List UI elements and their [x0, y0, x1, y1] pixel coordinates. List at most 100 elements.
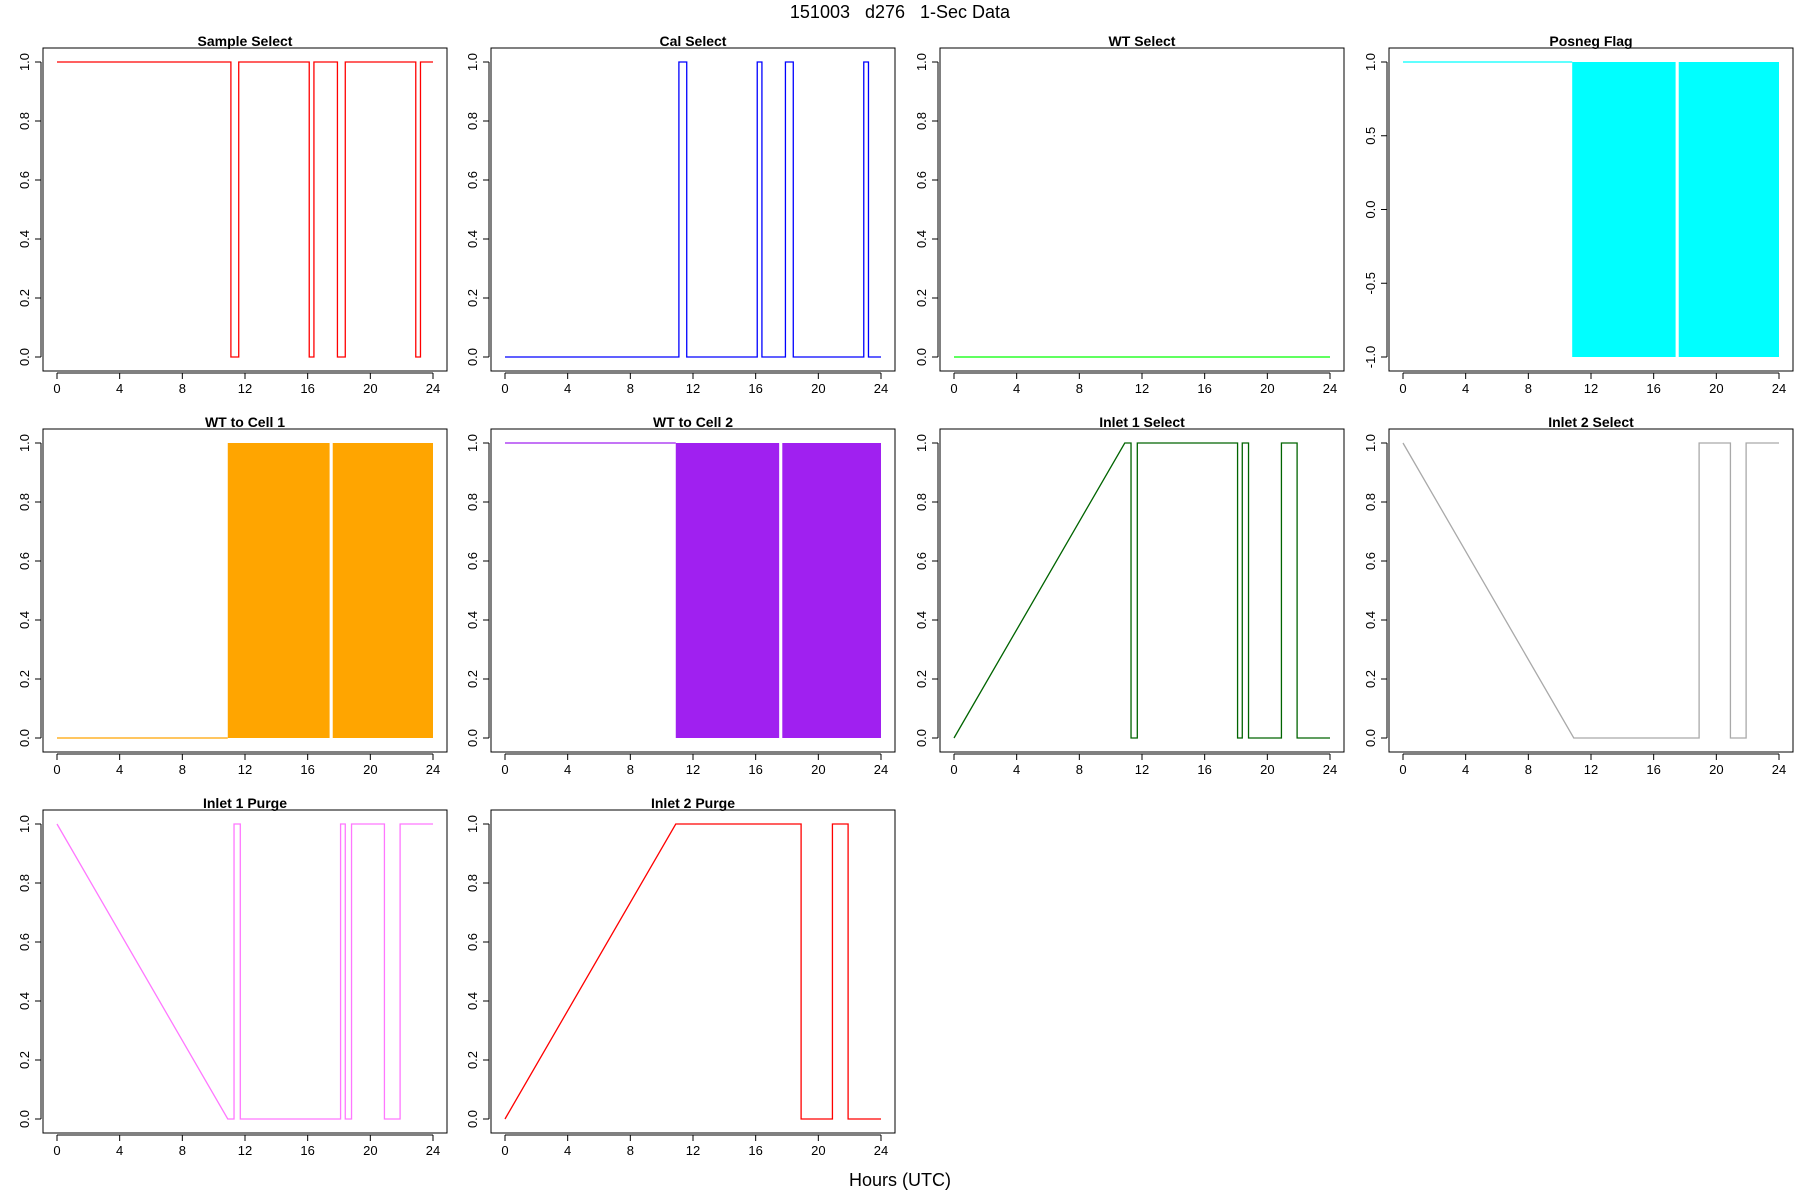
figure-title: 151003 d276 1-Sec Data: [789, 2, 1011, 22]
y-axis-wt-to-cell-2: 0.0 0.2 0.4 0.6 0.8 1.0: [465, 434, 490, 747]
y-tick-label-wt-to-cell-1-0-6: 0.6: [17, 552, 32, 570]
x-tick-label-wt-to-cell-1-20: 20: [363, 762, 377, 777]
band-wt-to-cell-2-0: [675, 443, 780, 738]
band-wt-to-cell-1-1: [332, 443, 433, 738]
panel-title-wt-select: WT Select: [1109, 33, 1176, 49]
y-tick-label-inlet-2-select-0-8: 0.8: [1363, 493, 1378, 511]
x-tick-label-inlet-1-purge-8: 8: [179, 1143, 186, 1158]
y-tick-label-inlet-2-purge-0-4: 0.4: [465, 992, 480, 1010]
x-tick-label-wt-select-24: 24: [1323, 381, 1337, 396]
x-tick-label-inlet-2-select-24: 24: [1772, 762, 1786, 777]
y-tick-label-wt-select-0-4: 0.4: [914, 230, 929, 248]
x-tick-label-wt-to-cell-1-4: 4: [116, 762, 123, 777]
panel-posneg-flag: Posneg Flag 0 4 8 12 16 20 24 -1.0 -0.5 0.0 0.5 1.0: [1363, 33, 1794, 396]
x-tick-label-wt-to-cell-1-16: 16: [300, 762, 314, 777]
y-tick-label-cal-select-0-4: 0.4: [465, 230, 480, 248]
panel-inlet-1-select: Inlet 1 Select 0 4 8 12 16 20 24 0.0 0.2 0.4 0.6 0.8…: [914, 414, 1345, 777]
panel-wt-to-cell-2: WT to Cell 2 0 4 8 12 16 20 24 0.0 0.2 0.4 0.6 0.8 1.…: [465, 414, 896, 777]
y-tick-label-sample-select-0-8: 0.8: [17, 112, 32, 130]
y-tick-label-wt-to-cell-1-0-0: 0.0: [17, 729, 32, 747]
y-tick-label-sample-select-0-2: 0.2: [17, 289, 32, 307]
x-tick-label-inlet-1-select-8: 8: [1076, 762, 1083, 777]
y-tick-label-inlet-2-select-1-0: 1.0: [1363, 434, 1378, 452]
series-line-inlet-1-select: [953, 442, 1330, 739]
x-tick-label-sample-select-20: 20: [363, 381, 377, 396]
x-tick-label-wt-select-20: 20: [1260, 381, 1274, 396]
y-tick-label-wt-select-0-6: 0.6: [914, 171, 929, 189]
panel-title-wt-to-cell-1: WT to Cell 1: [205, 414, 285, 430]
x-tick-label-cal-select-0: 0: [501, 381, 508, 396]
y-tick-label-inlet-1-purge-0-6: 0.6: [17, 933, 32, 951]
x-tick-label-inlet-2-select-0: 0: [1399, 762, 1406, 777]
y-tick-label-wt-to-cell-1-0-2: 0.2: [17, 670, 32, 688]
y-tick-label-wt-select-0-2: 0.2: [914, 289, 929, 307]
x-tick-label-posneg-flag-24: 24: [1772, 381, 1786, 396]
panel-title-posneg-flag: Posneg Flag: [1549, 33, 1632, 49]
y-tick-label-inlet-2-select-0-2: 0.2: [1363, 670, 1378, 688]
x-tick-label-wt-select-8: 8: [1076, 381, 1083, 396]
x-axis-sample-select: 0 4 8 12 16 20 24: [53, 372, 440, 396]
y-tick-label-sample-select-0-6: 0.6: [17, 171, 32, 189]
y-tick-label-cal-select-0-0: 0.0: [465, 348, 480, 366]
x-tick-label-inlet-1-select-20: 20: [1260, 762, 1274, 777]
x-tick-label-cal-select-24: 24: [874, 381, 888, 396]
panel-cal-select: Cal Select 0 4 8 12 16 20 24 0.0 0.2 0.4 0.6 0.8 1.0: [465, 33, 896, 396]
x-tick-label-wt-select-16: 16: [1197, 381, 1211, 396]
y-tick-label-posneg-flag-0-5: 0.5: [1363, 127, 1378, 145]
panel-inlet-2-select: Inlet 2 Select 0 4 8 12 16 20 24 0.0 0.2 0.4 0.6 0.8…: [1363, 414, 1794, 777]
y-axis-inlet-1-purge: 0.0 0.2 0.4 0.6 0.8 1.0: [17, 815, 42, 1128]
y-tick-label-wt-to-cell-2-1-0: 1.0: [465, 434, 480, 452]
panel-sample-select: Sample Select 0 4 8 12 16 20 24 0.0 0.2 0.4 0.6 0.8 1…: [17, 33, 448, 396]
x-tick-label-wt-to-cell-2-20: 20: [811, 762, 825, 777]
x-tick-label-posneg-flag-0: 0: [1399, 381, 1406, 396]
x-axis-title: Hours (UTC): [849, 1170, 951, 1190]
x-tick-label-inlet-1-select-4: 4: [1013, 762, 1020, 777]
y-tick-label-sample-select-1-0: 1.0: [17, 53, 32, 71]
y-axis-inlet-2-select: 0.0 0.2 0.4 0.6 0.8 1.0: [1363, 434, 1388, 747]
x-tick-label-cal-select-12: 12: [686, 381, 700, 396]
panel-wt-to-cell-1: WT to Cell 1 0 4 8 12 16 20 24 0.0 0.2 0.4 0.6 0.8 1.…: [17, 414, 448, 777]
x-tick-label-inlet-1-purge-20: 20: [363, 1143, 377, 1158]
y-tick-label-inlet-1-select-0-4: 0.4: [914, 611, 929, 629]
y-tick-label-inlet-2-purge-0-8: 0.8: [465, 874, 480, 892]
band-posneg-flag-1: [1678, 62, 1779, 357]
x-tick-label-sample-select-16: 16: [300, 381, 314, 396]
x-tick-label-wt-to-cell-2-0: 0: [501, 762, 508, 777]
y-tick-label-inlet-2-purge-0-2: 0.2: [465, 1051, 480, 1069]
y-tick-label-posneg-flag-1-0: -1.0: [1363, 346, 1378, 368]
x-tick-label-cal-select-4: 4: [564, 381, 571, 396]
y-tick-label-wt-to-cell-2-0-2: 0.2: [465, 670, 480, 688]
x-tick-label-posneg-flag-8: 8: [1525, 381, 1532, 396]
x-tick-label-inlet-2-purge-24: 24: [874, 1143, 888, 1158]
y-tick-label-cal-select-0-6: 0.6: [465, 171, 480, 189]
y-tick-label-inlet-2-select-0-0: 0.0: [1363, 729, 1378, 747]
series-line-inlet-1-purge: [56, 823, 433, 1120]
x-tick-label-cal-select-8: 8: [627, 381, 634, 396]
panel-title-inlet-2-select: Inlet 2 Select: [1548, 414, 1634, 430]
x-axis-wt-select: 0 4 8 12 16 20 24: [950, 372, 1337, 396]
panel-wt-select: WT Select 0 4 8 12 16 20 24 0.0 0.2 0.4 0.6 0.8 1.0: [914, 33, 1345, 396]
x-tick-label-inlet-2-purge-20: 20: [811, 1143, 825, 1158]
y-axis-wt-select: 0.0 0.2 0.4 0.6 0.8 1.0: [914, 53, 939, 366]
plot-frame-posneg-flag: [1388, 47, 1794, 372]
y-tick-label-inlet-1-purge-1-0: 1.0: [17, 815, 32, 833]
plot-frame-inlet-1-purge: [42, 809, 448, 1134]
series-line-sample-select: [57, 61, 433, 358]
y-tick-label-wt-to-cell-2-0-4: 0.4: [465, 611, 480, 629]
y-tick-label-sample-select-0-0: 0.0: [17, 348, 32, 366]
y-tick-label-inlet-2-select-0-4: 0.4: [1363, 611, 1378, 629]
y-axis-wt-to-cell-1: 0.0 0.2 0.4 0.6 0.8 1.0: [17, 434, 42, 747]
y-tick-label-sample-select-0-4: 0.4: [17, 230, 32, 248]
y-axis-cal-select: 0.0 0.2 0.4 0.6 0.8 1.0: [465, 53, 490, 366]
y-tick-label-wt-to-cell-1-0-8: 0.8: [17, 493, 32, 511]
y-tick-label-inlet-1-select-0-6: 0.6: [914, 552, 929, 570]
x-tick-label-inlet-1-select-0: 0: [950, 762, 957, 777]
x-tick-label-wt-to-cell-1-8: 8: [179, 762, 186, 777]
series-line-inlet-2-select: [1402, 442, 1779, 739]
x-tick-label-inlet-1-purge-12: 12: [238, 1143, 252, 1158]
x-tick-label-cal-select-16: 16: [748, 381, 762, 396]
panel-inlet-2-purge: Inlet 2 Purge 0 4 8 12 16 20 24 0.0 0.2 0.4 0.6 0.8 1…: [465, 795, 896, 1158]
x-tick-label-inlet-1-purge-16: 16: [300, 1143, 314, 1158]
x-tick-label-wt-select-12: 12: [1135, 381, 1149, 396]
x-tick-label-inlet-2-select-4: 4: [1462, 762, 1469, 777]
